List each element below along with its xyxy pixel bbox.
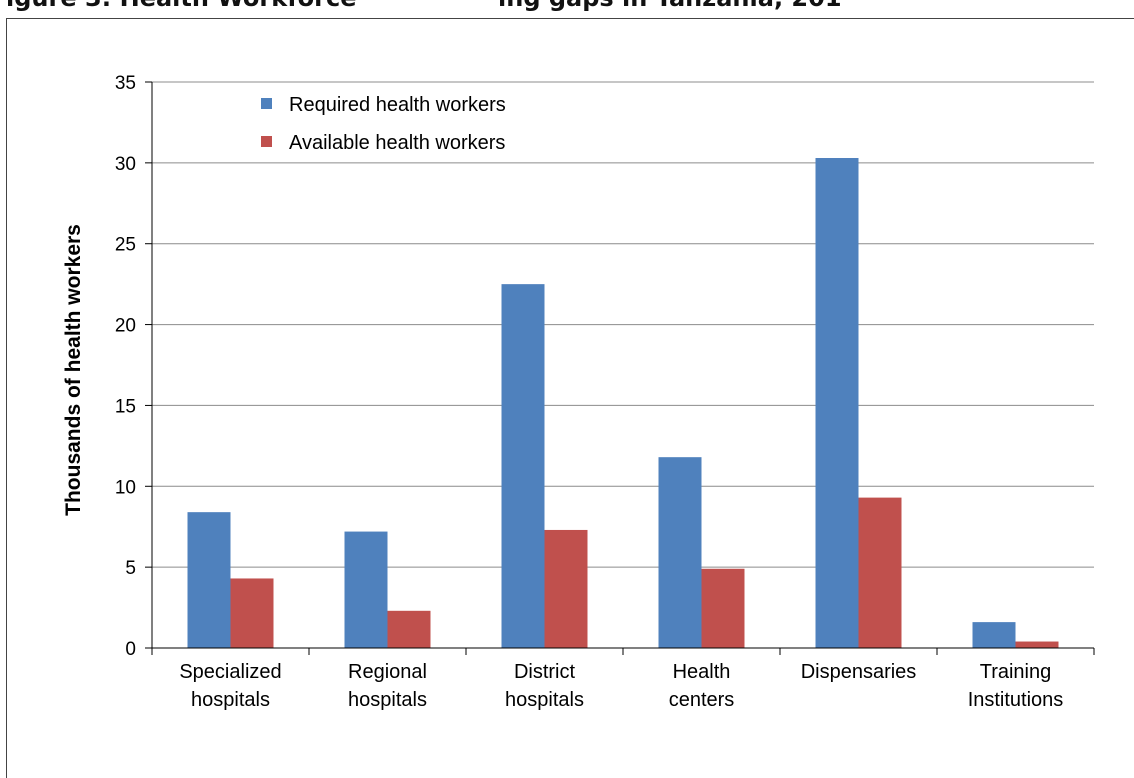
bar-available (387, 610, 431, 648)
y-tick-label: 30 (115, 154, 136, 175)
bar-required (501, 284, 545, 648)
x-category-label: Training Institutions (968, 661, 1064, 711)
x-category-label-line: hospitals (505, 689, 584, 711)
y-tick-label: 10 (115, 477, 136, 498)
legend-swatch (261, 136, 272, 147)
bar-required (972, 622, 1016, 648)
y-tick-labels: 0 5 10 15 20 25 30 35 (115, 73, 136, 660)
x-category-label-line: District (514, 661, 576, 683)
x-category-label: Health centers (669, 661, 735, 711)
bar-required (815, 158, 859, 648)
axes (145, 81, 1095, 655)
x-category-label-line: Training (980, 661, 1052, 683)
x-category-label-line: Regional (348, 661, 427, 683)
bar-required (344, 531, 388, 648)
bar-available (701, 568, 745, 648)
x-category-label-line: Health (673, 661, 731, 683)
bar-available (858, 497, 902, 648)
x-category-label-line: Specialized (179, 661, 281, 683)
figure-title-right: ing gaps in Tanzania, 201 (498, 0, 842, 12)
legend-label: Available health workers (289, 132, 505, 154)
y-tick-label: 20 (115, 316, 136, 337)
y-tick-label: 5 (125, 558, 136, 579)
x-category-label: Regional hospitals (348, 661, 427, 711)
y-tick-label: 0 (125, 639, 136, 660)
x-category-label-line: centers (669, 689, 735, 711)
bars (187, 158, 1059, 648)
legend-label: Required health workers (289, 94, 506, 116)
gridlines (152, 81, 1094, 568)
x-category-label: Specialized hospitals (179, 661, 281, 711)
y-tick-label: 35 (115, 73, 136, 94)
bar-available (230, 578, 274, 648)
bar-required (187, 512, 231, 648)
x-category-label: Dispensaries (801, 661, 917, 683)
y-tick-label: 15 (115, 396, 136, 417)
figure-title-left: igure 3: Health Workforce (6, 0, 356, 12)
bar-required (658, 457, 702, 648)
figure-frame (6, 18, 1134, 778)
y-axis-title: Thousands of health workers (62, 224, 85, 516)
y-tick-label: 25 (115, 235, 136, 256)
x-category-label-line: hospitals (348, 689, 427, 711)
bar-available (544, 529, 588, 648)
figure-title: igure 3: Health Workforce ing gaps in Ta… (0, 0, 1134, 14)
bar-available (1015, 641, 1059, 648)
legend-swatch (261, 98, 272, 109)
x-category-label-line: Dispensaries (801, 661, 917, 683)
x-category-label: District hospitals (505, 661, 584, 711)
x-category-label-line: Institutions (968, 689, 1064, 711)
legend: Required health workers Available health … (261, 94, 506, 154)
x-category-label-line: hospitals (191, 689, 270, 711)
